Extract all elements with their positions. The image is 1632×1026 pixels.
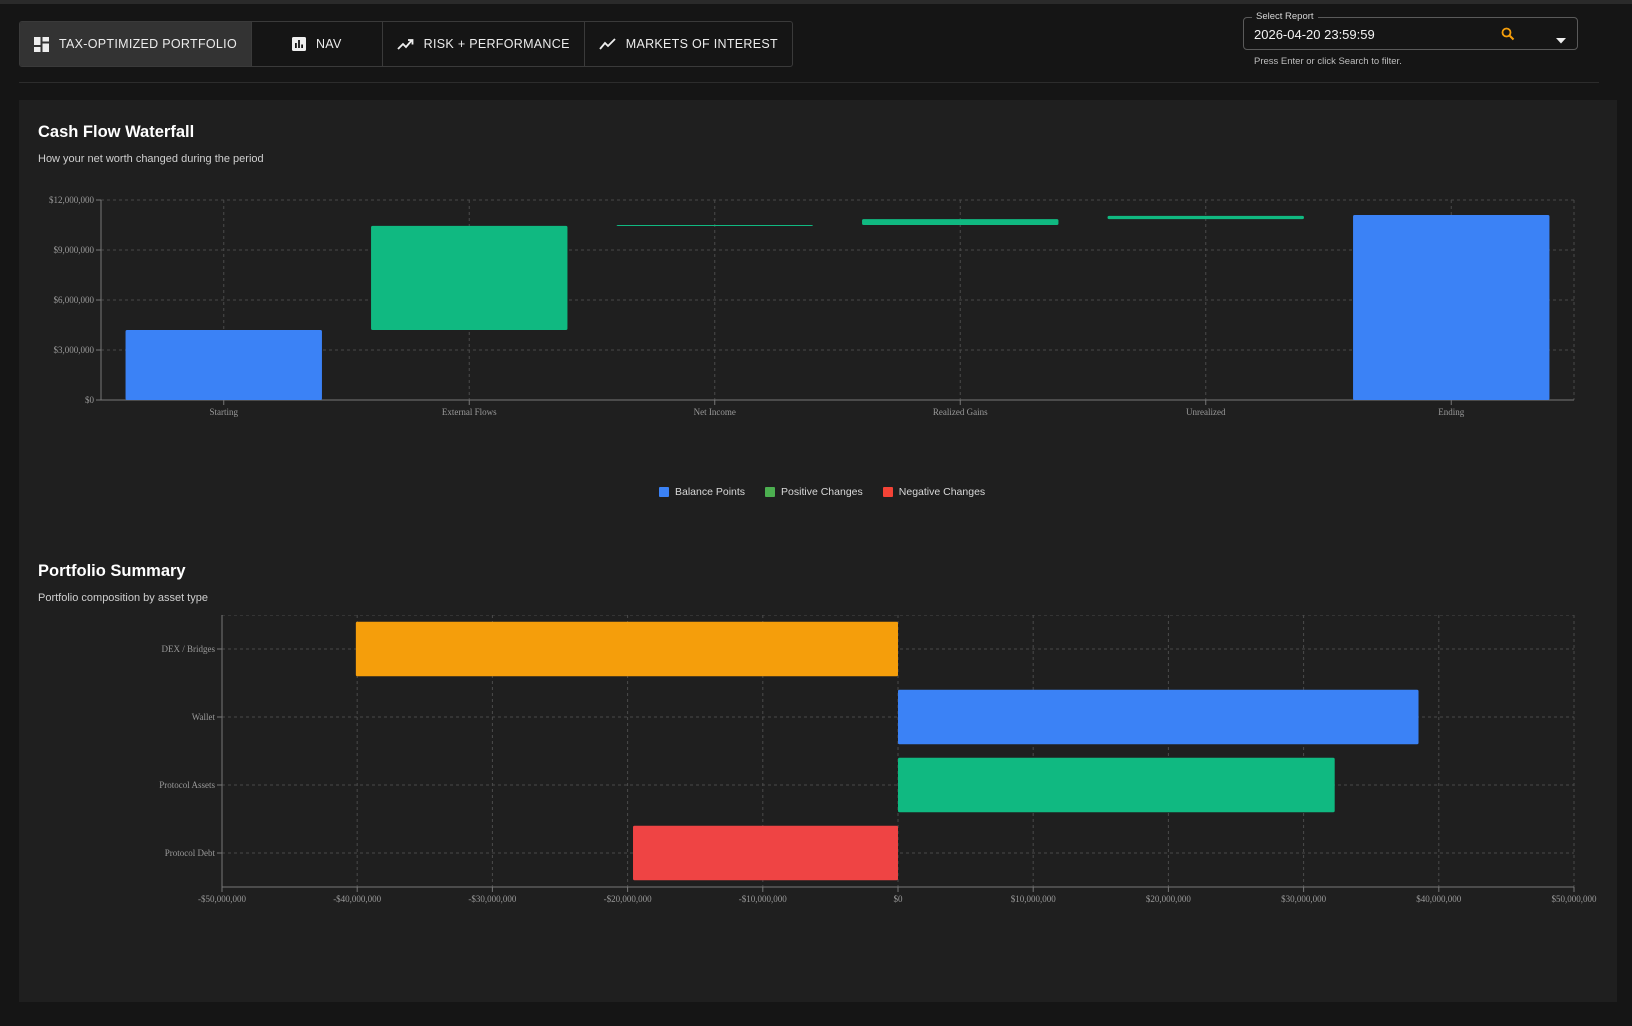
select-report-field[interactable]: Select Report 2026-04-20 23:59:59 <box>1243 11 1578 50</box>
legend-label: Positive Changes <box>781 486 863 498</box>
tab-label: MARKETS OF INTEREST <box>625 37 778 51</box>
waterfall-bar-unrealized <box>1107 215 1304 220</box>
waterfall-legend: Balance Points Positive Changes Negative… <box>659 486 985 498</box>
x-tick-label: $20,000,000 <box>1146 894 1192 904</box>
y-tick-label: Protocol Debt <box>165 848 216 858</box>
legend-swatch <box>765 487 776 497</box>
legend-label: Balance Points <box>675 486 746 498</box>
legend-item-balance-points[interactable]: Balance Points <box>659 486 745 498</box>
y-tick-label: Wallet <box>192 712 216 722</box>
y-tick-label: $3,000,000 <box>54 345 95 355</box>
select-report-value[interactable]: 2026-04-20 23:59:59 <box>1254 27 1375 42</box>
x-tick-label: Ending <box>1438 407 1464 417</box>
waterfall-bar-external-flows <box>371 225 568 330</box>
tab-risk-performance[interactable]: RISK + PERFORMANCE <box>383 22 585 66</box>
waterfall-bar-ending <box>1353 215 1550 400</box>
header-divider <box>19 82 1599 83</box>
y-tick-label: Protocol Assets <box>159 780 215 790</box>
report-panel: Cash Flow Waterfall How your net worth c… <box>19 100 1617 1002</box>
legend-label: Negative Changes <box>898 486 986 498</box>
tab-nav[interactable]: NAV <box>252 22 383 66</box>
tab-markets-of-interest[interactable]: MARKETS OF INTEREST <box>585 22 792 66</box>
window-top-edge <box>0 0 1632 4</box>
x-tick-label: $30,000,000 <box>1281 894 1327 904</box>
portfolio-summary-chart: -$50,000,000 -$40,000,000 -$30,000,000 -$20… <box>159 615 1598 904</box>
y-tick-label: $6,000,000 <box>54 295 95 305</box>
tab-label: RISK + PERFORMANCE <box>423 37 570 51</box>
dashboard-icon <box>34 36 49 52</box>
y-tick-label: $12,000,000 <box>49 195 95 205</box>
waterfall-subtitle: How your net worth changed during the pe… <box>38 153 264 165</box>
report-tabs: TAX-OPTIMIZED PORTFOLIO NAV RISK + PERFO… <box>19 21 793 67</box>
cash-flow-waterfall-chart: $0 $3,000,000 $6,000,000 $9,000,000 $12,000,… <box>49 195 1575 417</box>
x-tick-label: External Flows <box>442 407 497 417</box>
x-tick-label: -$30,000,000 <box>468 894 516 904</box>
x-tick-label: $0 <box>894 894 904 904</box>
x-tick-label: $40,000,000 <box>1416 894 1462 904</box>
summary-bar-wallet <box>898 689 1419 745</box>
x-tick-label: -$20,000,000 <box>604 894 652 904</box>
y-tick-label: DEX / Bridges <box>162 644 216 654</box>
tab-label: NAV <box>315 37 342 51</box>
search-icon[interactable] <box>1501 27 1515 46</box>
tab-label: TAX-OPTIMIZED PORTFOLIO <box>59 37 237 51</box>
x-tick-label: -$50,000,000 <box>198 894 246 904</box>
summary-bar-dex-bridges <box>355 621 898 677</box>
waterfall-bar-realized-gains <box>862 219 1059 225</box>
x-tick-label: $10,000,000 <box>1011 894 1057 904</box>
portfolio-summary-subtitle: Portfolio composition by asset type <box>38 592 208 604</box>
report-help-text: Press Enter or click Search to filter. <box>1254 56 1402 67</box>
tab-tax-optimized-portfolio[interactable]: TAX-OPTIMIZED PORTFOLIO <box>20 22 252 66</box>
legend-swatch <box>882 487 893 497</box>
legend-item-positive-changes[interactable]: Positive Changes <box>765 486 863 498</box>
legend-item-negative-changes[interactable]: Negative Changes <box>882 486 986 498</box>
x-tick-label: -$10,000,000 <box>739 894 787 904</box>
x-tick-label: Net Income <box>694 407 736 417</box>
summary-bar-protocol-debt <box>633 825 898 881</box>
x-tick-label: Starting <box>210 407 239 417</box>
waterfall-bar-starting <box>125 330 322 400</box>
select-report-label: Select Report <box>1252 11 1318 22</box>
waterfall-bar-net-income <box>616 225 813 226</box>
chevron-down-icon[interactable] <box>1556 31 1566 49</box>
y-tick-label: $0 <box>85 395 95 405</box>
legend-swatch <box>659 487 669 497</box>
line-chart-icon <box>599 38 616 50</box>
waterfall-title: Cash Flow Waterfall <box>38 123 195 141</box>
portfolio-summary-title: Portfolio Summary <box>38 562 186 580</box>
y-tick-label: $9,000,000 <box>54 245 95 255</box>
bar-chart-icon <box>291 37 306 51</box>
summary-bar-protocol-assets <box>898 757 1335 813</box>
x-tick-label: Realized Gains <box>933 407 988 417</box>
x-tick-label: -$40,000,000 <box>333 894 381 904</box>
x-tick-label: $50,000,000 <box>1552 894 1598 904</box>
x-tick-label: Unrealized <box>1186 407 1226 417</box>
trending-up-icon <box>397 38 414 50</box>
